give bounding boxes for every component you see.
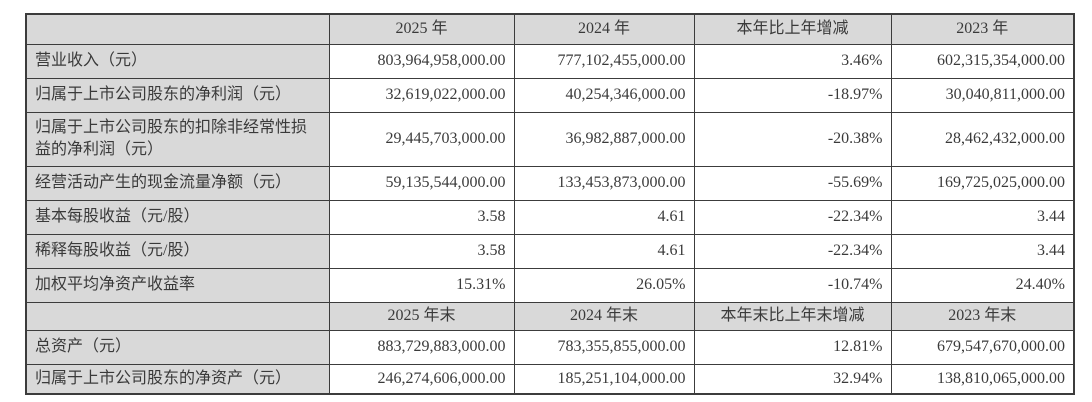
cell-2023: 602,315,354,000.00	[890, 43, 1075, 79]
cell-2025: 3.58	[328, 233, 515, 269]
row-label: 总资产（元）	[25, 329, 330, 365]
cell-2025: 29,445,703,000.00	[328, 111, 515, 167]
header-2024: 2024 年	[513, 13, 695, 45]
row-label: 稀释每股收益（元/股）	[25, 233, 330, 269]
row-basic-eps: 基本每股收益（元/股） 3.58 4.61 -22.34% 3.44	[25, 199, 1075, 235]
cell-2024: 40,254,346,000.00	[513, 77, 695, 113]
cell-2023: 3.44	[890, 233, 1075, 269]
cell-change: -18.97%	[693, 77, 892, 113]
header-2023-end: 2023 年末	[890, 301, 1075, 331]
row-diluted-eps: 稀释每股收益（元/股） 3.58 4.61 -22.34% 3.44	[25, 233, 1075, 269]
cell-2024: 777,102,455,000.00	[513, 43, 695, 79]
header-yoy-end-change: 本年末比上年末增减	[693, 301, 892, 331]
row-label: 归属于上市公司股东的净利润（元）	[25, 77, 330, 113]
header-2023: 2023 年	[890, 13, 1075, 45]
row-label: 基本每股收益（元/股）	[25, 199, 330, 235]
header-2025: 2025 年	[328, 13, 515, 45]
header-2025-end: 2025 年末	[328, 301, 515, 331]
row-label: 归属于上市公司股东的扣除非经常性损益的净利润（元）	[25, 111, 330, 167]
row-net-assets-attributable: 归属于上市公司股东的净资产（元） 246,274,606,000.00 185,…	[25, 363, 1075, 395]
row-weighted-avg-roe: 加权平均净资产收益率 15.31% 26.05% -10.74% 24.40%	[25, 267, 1075, 303]
cell-2025: 59,135,544,000.00	[328, 165, 515, 201]
cell-2025: 803,964,958,000.00	[328, 43, 515, 79]
cell-change: 3.46%	[693, 43, 892, 79]
row-operating-revenue: 营业收入（元） 803,964,958,000.00 777,102,455,0…	[25, 43, 1075, 79]
cell-2023: 30,040,811,000.00	[890, 77, 1075, 113]
cell-2023: 3.44	[890, 199, 1075, 235]
financial-summary-section: 2025 年 2024 年 本年比上年增减 2023 年 营业收入（元） 803…	[25, 13, 1075, 395]
row-label: 加权平均净资产收益率	[25, 267, 330, 303]
row-label: 营业收入（元）	[25, 43, 330, 79]
header-blank-cell	[25, 301, 330, 331]
header-2024-end: 2024 年末	[513, 301, 695, 331]
header-row-period-end: 2025 年末 2024 年末 本年末比上年末增减 2023 年末	[25, 301, 1075, 331]
cell-2024: 133,453,873,000.00	[513, 165, 695, 201]
cell-2025: 15.31%	[328, 267, 515, 303]
header-blank-cell	[25, 13, 330, 45]
cell-change: -20.38%	[693, 111, 892, 167]
row-net-profit-excl-nonrecurring: 归属于上市公司股东的扣除非经常性损益的净利润（元） 29,445,703,000…	[25, 111, 1075, 167]
cell-change: 12.81%	[693, 329, 892, 365]
key-accounting-data-table: 2025 年 2024 年 本年比上年增减 2023 年 营业收入（元） 803…	[25, 13, 1075, 395]
cell-2023: 28,462,432,000.00	[890, 111, 1075, 167]
cell-2024: 185,251,104,000.00	[513, 363, 695, 395]
cell-2025: 246,274,606,000.00	[328, 363, 515, 395]
cell-2023: 169,725,025,000.00	[890, 165, 1075, 201]
cell-change: 32.94%	[693, 363, 892, 395]
cell-2023: 138,810,065,000.00	[890, 363, 1075, 395]
cell-2024: 36,982,887,000.00	[513, 111, 695, 167]
row-label: 归属于上市公司股东的净资产（元）	[25, 363, 330, 395]
row-total-assets: 总资产（元） 883,729,883,000.00 783,355,855,00…	[25, 329, 1075, 365]
header-row-annual: 2025 年 2024 年 本年比上年增减 2023 年	[25, 13, 1075, 45]
cell-2023: 24.40%	[890, 267, 1075, 303]
cell-2025: 32,619,022,000.00	[328, 77, 515, 113]
header-yoy-change: 本年比上年增减	[693, 13, 892, 45]
cell-2024: 26.05%	[513, 267, 695, 303]
cell-change: -22.34%	[693, 199, 892, 235]
cell-change: -55.69%	[693, 165, 892, 201]
row-label: 经营活动产生的现金流量净额（元）	[25, 165, 330, 201]
cell-change: -10.74%	[693, 267, 892, 303]
cell-2025: 3.58	[328, 199, 515, 235]
cell-2024: 783,355,855,000.00	[513, 329, 695, 365]
cell-2023: 679,547,670,000.00	[890, 329, 1075, 365]
cell-change: -22.34%	[693, 233, 892, 269]
cell-2024: 4.61	[513, 233, 695, 269]
row-operating-cash-flow: 经营活动产生的现金流量净额（元） 59,135,544,000.00 133,4…	[25, 165, 1075, 201]
row-net-profit-attributable: 归属于上市公司股东的净利润（元） 32,619,022,000.00 40,25…	[25, 77, 1075, 113]
cell-2024: 4.61	[513, 199, 695, 235]
cell-2025: 883,729,883,000.00	[328, 329, 515, 365]
